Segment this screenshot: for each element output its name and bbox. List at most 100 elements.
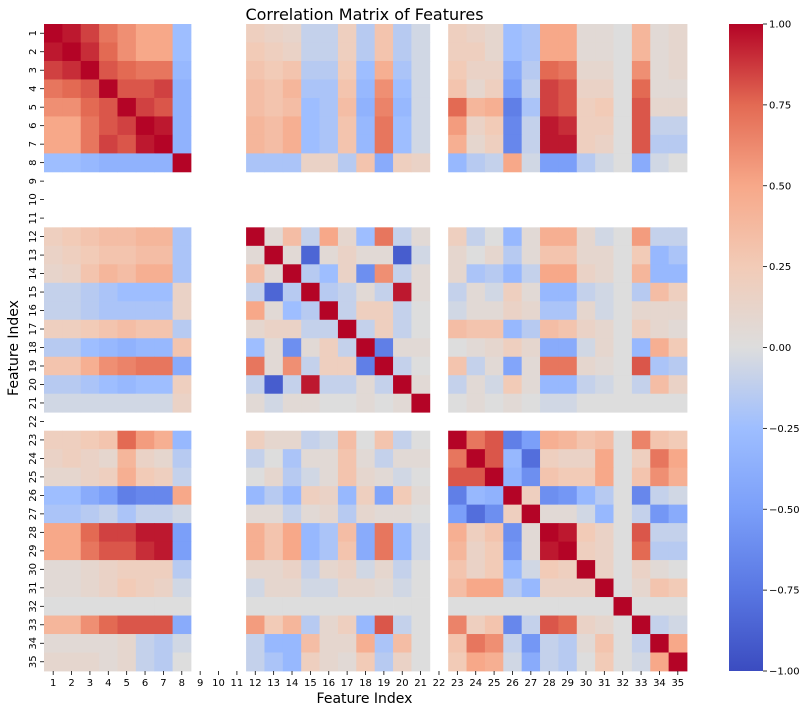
x-tick-label-27: 27 bbox=[524, 678, 537, 689]
heatmap-cell-33-8 bbox=[172, 615, 192, 635]
heatmap-cell-25-29 bbox=[558, 467, 578, 487]
heatmap-cell-28-32 bbox=[613, 523, 633, 542]
heatmap-cell-8-25 bbox=[484, 153, 504, 173]
heatmap-cell-31-25 bbox=[484, 578, 504, 598]
heatmap-cell-24-3 bbox=[80, 449, 100, 469]
heatmap-cell-25-2 bbox=[62, 467, 82, 487]
heatmap-cell-32-32 bbox=[613, 597, 633, 616]
heatmap-cell-12-26 bbox=[503, 227, 523, 247]
x-tick-label-28: 28 bbox=[543, 678, 556, 689]
heatmap-cell-18-17 bbox=[337, 338, 357, 358]
heatmap-cell-32-16 bbox=[319, 597, 339, 616]
heatmap-cell-26-15 bbox=[301, 486, 320, 506]
heatmap-cell-23-7 bbox=[154, 430, 173, 450]
heatmap-cell-18-3 bbox=[80, 338, 100, 358]
heatmap-cell-32-28 bbox=[540, 597, 559, 616]
heatmap-cell-29-15 bbox=[301, 541, 320, 561]
heatmap-cell-27-25 bbox=[484, 504, 504, 524]
heatmap-cell-13-28 bbox=[540, 245, 559, 265]
heatmap-cell-34-6 bbox=[135, 634, 155, 653]
y-tick-label-13: 13 bbox=[28, 249, 39, 262]
heatmap-cell-14-31 bbox=[595, 264, 614, 284]
heatmap-cell-27-15 bbox=[301, 504, 320, 524]
heatmap-cell-26-2 bbox=[62, 486, 82, 506]
heatmap-cell-31-2 bbox=[62, 578, 82, 598]
heatmap-cell-6-21 bbox=[411, 116, 431, 136]
heatmap-cell-8-34 bbox=[650, 153, 670, 173]
heatmap-cell-8-26 bbox=[503, 153, 523, 173]
heatmap-cell-28-17 bbox=[337, 523, 357, 542]
heatmap-cell-31-31 bbox=[595, 578, 614, 598]
heatmap-cell-3-4 bbox=[99, 60, 118, 80]
heatmap-cell-28-13 bbox=[264, 523, 284, 542]
heatmap-cell-23-29 bbox=[558, 430, 578, 450]
heatmap-cell-6-34 bbox=[650, 116, 670, 136]
colorbar-tick-label-7: 0.75 bbox=[769, 100, 791, 111]
heatmap-cell-28-14 bbox=[282, 523, 302, 542]
heatmap-cell-3-5 bbox=[117, 60, 137, 80]
heatmap-cell-29-18 bbox=[356, 541, 376, 561]
heatmap-cell-8-1 bbox=[44, 153, 63, 173]
heatmap-cell-33-1 bbox=[44, 615, 63, 635]
heatmap-cell-34-23 bbox=[448, 634, 467, 653]
heatmap-cell-24-20 bbox=[393, 449, 412, 469]
heatmap-cell-17-8 bbox=[172, 319, 192, 339]
heatmap-cell-1-19 bbox=[374, 24, 394, 43]
heatmap-cell-19-3 bbox=[80, 356, 100, 376]
heatmap-cell-21-7 bbox=[154, 393, 173, 413]
heatmap-cell-20-12 bbox=[246, 375, 265, 395]
heatmap-cell-25-21 bbox=[411, 467, 431, 487]
heatmap-cell-29-25 bbox=[484, 541, 504, 561]
heatmap-cell-12-29 bbox=[558, 227, 578, 247]
heatmap-cell-28-21 bbox=[411, 523, 431, 542]
heatmap-cell-14-19 bbox=[374, 264, 394, 284]
heatmap-cell-27-26 bbox=[503, 504, 523, 524]
heatmap-cell-23-5 bbox=[117, 430, 137, 450]
heatmap-cell-26-35 bbox=[668, 486, 688, 506]
heatmap-cell-13-35 bbox=[668, 245, 688, 265]
heatmap-cell-25-4 bbox=[99, 467, 118, 487]
heatmap-cell-23-28 bbox=[540, 430, 559, 450]
x-tick-label-12: 12 bbox=[249, 678, 262, 689]
heatmap-cell-3-34 bbox=[650, 60, 670, 80]
heatmap-cell-12-17 bbox=[337, 227, 357, 247]
heatmap-cell-18-4 bbox=[99, 338, 118, 358]
heatmap-cell-4-15 bbox=[301, 79, 320, 99]
heatmap-cell-17-32 bbox=[613, 319, 633, 339]
heatmap-cell-3-14 bbox=[282, 60, 302, 80]
heatmap-cell-33-5 bbox=[117, 615, 137, 635]
heatmap-cell-5-18 bbox=[356, 97, 376, 117]
heatmap-cell-26-12 bbox=[246, 486, 265, 506]
heatmap-cell-7-35 bbox=[668, 134, 688, 154]
heatmap-cell-20-32 bbox=[613, 375, 633, 395]
heatmap-cell-29-28 bbox=[540, 541, 559, 561]
heatmap-cell-2-21 bbox=[411, 42, 431, 62]
heatmap-cell-27-6 bbox=[135, 504, 155, 524]
heatmap-cell-27-14 bbox=[282, 504, 302, 524]
heatmap-cell-6-2 bbox=[62, 116, 82, 136]
heatmap-cell-5-34 bbox=[650, 97, 670, 117]
colorbar-tick-label-3: −0.25 bbox=[769, 424, 800, 435]
heatmap-cell-3-16 bbox=[319, 60, 339, 80]
heatmap-cell-29-7 bbox=[154, 541, 173, 561]
heatmap-cell-31-1 bbox=[44, 578, 63, 598]
heatmap-cell-3-25 bbox=[484, 60, 504, 80]
heatmap-cell-27-3 bbox=[80, 504, 100, 524]
heatmap-cell-28-20 bbox=[393, 523, 412, 542]
heatmap-cell-33-24 bbox=[466, 615, 486, 635]
heatmap-cell-26-31 bbox=[595, 486, 614, 506]
heatmap-cell-6-17 bbox=[337, 116, 357, 136]
heatmap-cell-5-2 bbox=[62, 97, 82, 117]
heatmap-cell-15-31 bbox=[595, 282, 614, 302]
heatmap-cell-31-28 bbox=[540, 578, 559, 598]
heatmap-cell-3-21 bbox=[411, 60, 431, 80]
heatmap-cell-21-16 bbox=[319, 393, 339, 413]
y-tick-label-3: 3 bbox=[28, 67, 39, 73]
heatmap-cell-13-16 bbox=[319, 245, 339, 265]
heatmap-cell-5-26 bbox=[503, 97, 523, 117]
heatmap-cell-24-34 bbox=[650, 449, 670, 469]
heatmap-cell-23-35 bbox=[668, 430, 688, 450]
x-tick-label-15: 15 bbox=[304, 678, 317, 689]
heatmap-cell-29-32 bbox=[613, 541, 633, 561]
